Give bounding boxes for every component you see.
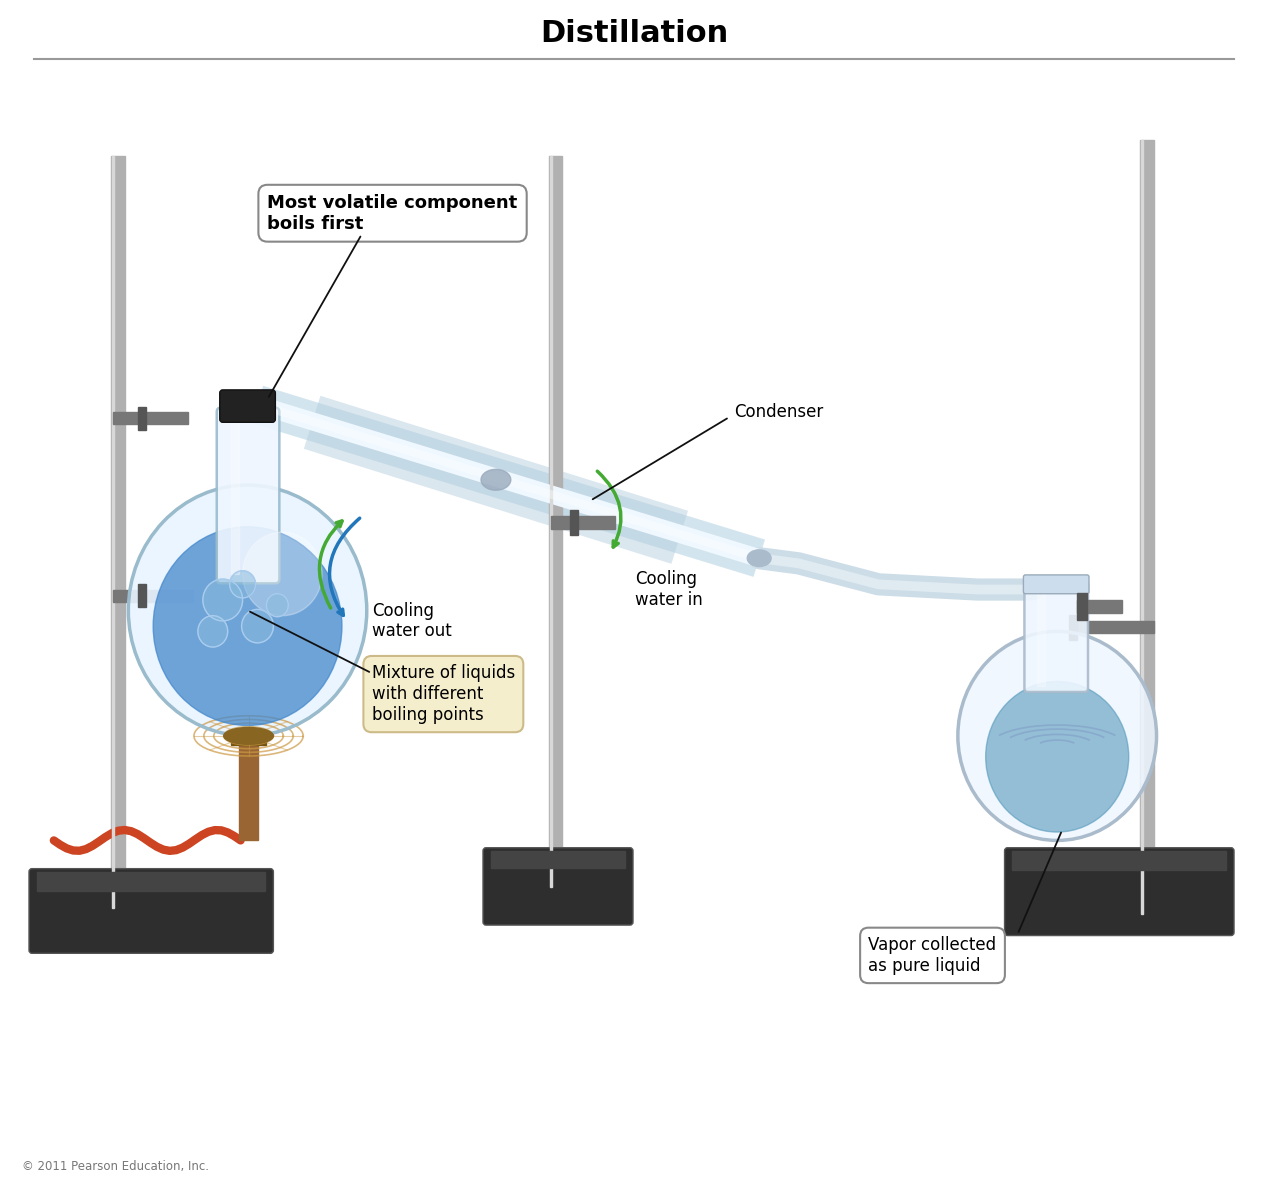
FancyBboxPatch shape bbox=[217, 408, 279, 583]
Ellipse shape bbox=[246, 396, 269, 413]
Circle shape bbox=[203, 580, 242, 620]
Text: Distillation: Distillation bbox=[540, 19, 728, 48]
Bar bbox=[491, 851, 625, 868]
Circle shape bbox=[242, 610, 274, 643]
Circle shape bbox=[128, 485, 366, 736]
Ellipse shape bbox=[481, 469, 511, 491]
Bar bbox=[138, 407, 146, 430]
Bar bbox=[113, 589, 193, 602]
Circle shape bbox=[198, 616, 228, 647]
Bar bbox=[1141, 140, 1142, 913]
Circle shape bbox=[985, 682, 1129, 832]
Bar bbox=[113, 412, 188, 425]
Bar bbox=[113, 156, 114, 908]
Bar bbox=[138, 584, 146, 607]
Text: © 2011 Pearson Education, Inc.: © 2011 Pearson Education, Inc. bbox=[22, 1160, 209, 1172]
Circle shape bbox=[242, 532, 322, 616]
Bar bbox=[231, 730, 266, 745]
Bar bbox=[550, 516, 615, 529]
Circle shape bbox=[153, 527, 342, 726]
Text: Condenser: Condenser bbox=[734, 403, 824, 421]
FancyBboxPatch shape bbox=[29, 869, 274, 953]
Bar bbox=[37, 871, 265, 890]
Circle shape bbox=[230, 571, 256, 598]
Bar bbox=[549, 156, 552, 888]
Text: Most volatile component
boils first: Most volatile component boils first bbox=[268, 194, 517, 233]
Ellipse shape bbox=[747, 550, 771, 566]
Bar bbox=[238, 731, 259, 840]
FancyBboxPatch shape bbox=[1004, 847, 1234, 936]
Bar bbox=[571, 510, 578, 535]
FancyBboxPatch shape bbox=[1023, 575, 1089, 594]
Ellipse shape bbox=[223, 727, 274, 744]
Text: Cooling
water out: Cooling water out bbox=[372, 601, 451, 641]
Bar bbox=[1012, 851, 1226, 870]
Bar bbox=[549, 156, 563, 888]
Text: Mixture of liquids
with different
boiling points: Mixture of liquids with different boilin… bbox=[372, 665, 515, 724]
Text: Cooling
water in: Cooling water in bbox=[635, 570, 702, 608]
FancyBboxPatch shape bbox=[219, 390, 275, 422]
Bar bbox=[1077, 620, 1154, 634]
Bar bbox=[1077, 600, 1122, 612]
Text: Vapor collected
as pure liquid: Vapor collected as pure liquid bbox=[869, 936, 997, 974]
Bar bbox=[112, 156, 126, 908]
Circle shape bbox=[957, 631, 1156, 840]
FancyBboxPatch shape bbox=[1025, 581, 1088, 692]
Bar bbox=[1037, 589, 1045, 685]
Bar bbox=[1069, 614, 1077, 640]
Bar bbox=[1140, 140, 1154, 913]
Bar bbox=[1077, 593, 1087, 620]
Circle shape bbox=[266, 594, 288, 617]
Bar bbox=[231, 418, 238, 574]
FancyBboxPatch shape bbox=[483, 847, 633, 925]
